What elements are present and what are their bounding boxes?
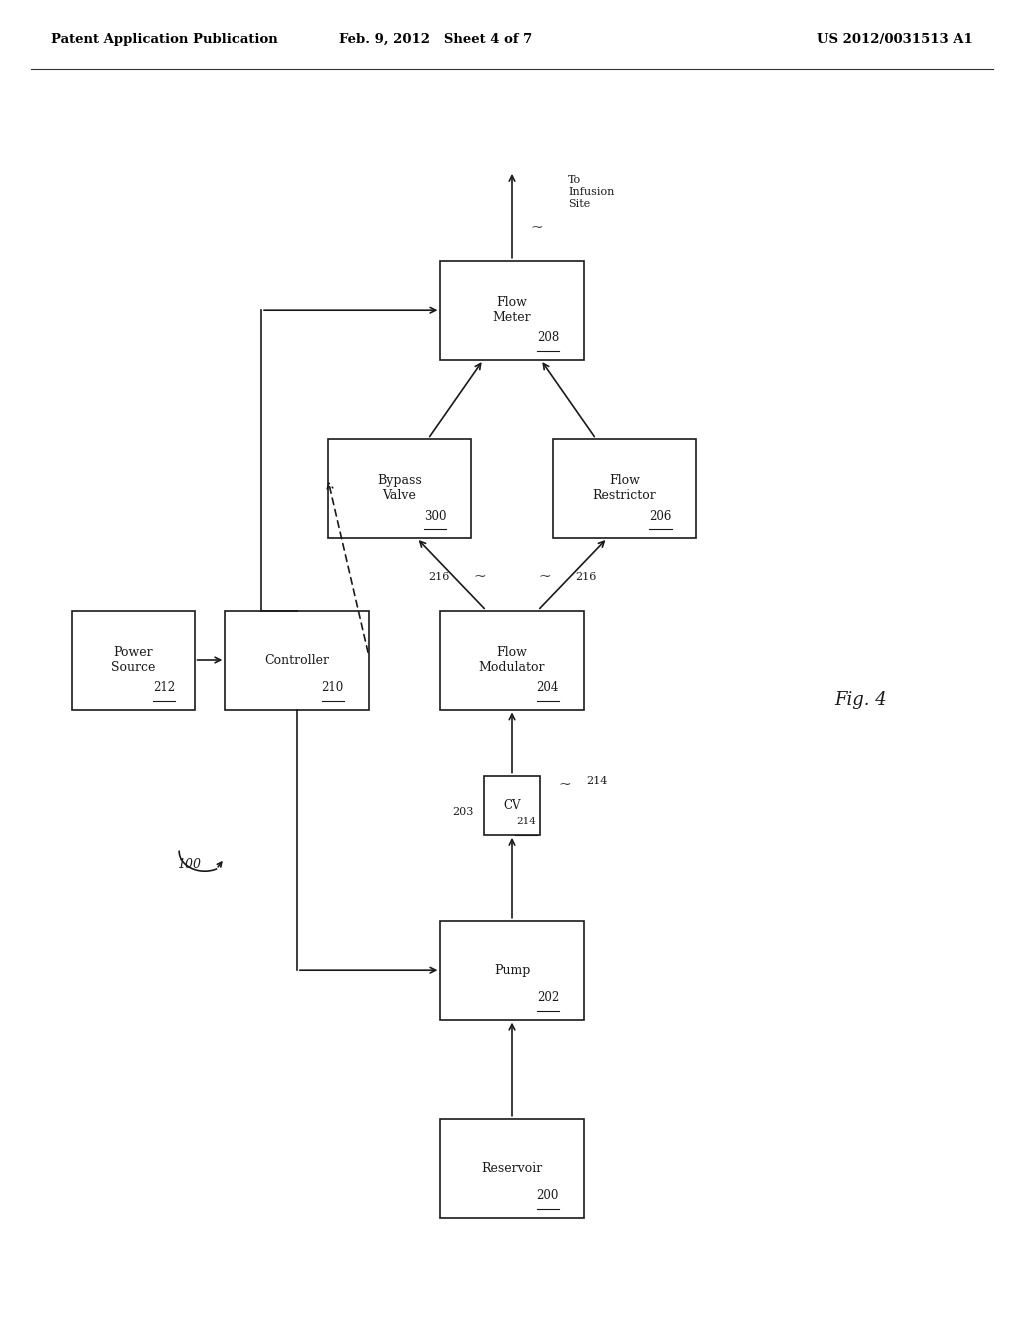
Bar: [483, 776, 541, 836]
Text: Bypass
Valve: Bypass Valve: [377, 474, 422, 503]
Text: Reservoir: Reservoir: [481, 1162, 543, 1175]
Bar: [225, 610, 369, 710]
Text: 208: 208: [537, 331, 559, 345]
Text: ~: ~: [473, 570, 485, 585]
Text: 203: 203: [453, 807, 473, 817]
Text: 200: 200: [537, 1189, 559, 1203]
Text: ~: ~: [559, 779, 571, 792]
Text: 204: 204: [537, 681, 559, 694]
Text: Flow
Meter: Flow Meter: [493, 296, 531, 325]
Text: 300: 300: [424, 510, 446, 523]
Text: 100: 100: [177, 858, 202, 871]
Bar: [72, 610, 195, 710]
Text: 202: 202: [537, 991, 559, 1005]
Text: Feb. 9, 2012   Sheet 4 of 7: Feb. 9, 2012 Sheet 4 of 7: [339, 33, 531, 46]
Text: 210: 210: [322, 681, 344, 694]
Bar: [440, 610, 584, 710]
Text: 216: 216: [574, 573, 596, 582]
Text: CV: CV: [503, 799, 521, 812]
Text: Pump: Pump: [494, 964, 530, 977]
Text: 214: 214: [586, 776, 607, 787]
Text: ~: ~: [530, 220, 543, 235]
Text: 212: 212: [153, 681, 175, 694]
Text: Flow
Modulator: Flow Modulator: [479, 645, 545, 675]
Text: US 2012/0031513 A1: US 2012/0031513 A1: [817, 33, 973, 46]
Bar: [440, 1119, 584, 1217]
Text: Flow
Restrictor: Flow Restrictor: [593, 474, 656, 503]
Bar: [553, 438, 696, 539]
Text: Patent Application Publication: Patent Application Publication: [51, 33, 278, 46]
Text: 214: 214: [516, 817, 536, 826]
Bar: [440, 261, 584, 359]
Text: Controller: Controller: [264, 653, 330, 667]
Text: 216: 216: [428, 573, 450, 582]
Text: 206: 206: [649, 510, 672, 523]
Text: To
Infusion
Site: To Infusion Site: [568, 176, 614, 209]
Text: Fig. 4: Fig. 4: [834, 690, 887, 709]
Text: Power
Source: Power Source: [111, 645, 156, 675]
Bar: [328, 438, 471, 539]
Bar: [440, 921, 584, 1019]
Text: ~: ~: [539, 570, 551, 585]
